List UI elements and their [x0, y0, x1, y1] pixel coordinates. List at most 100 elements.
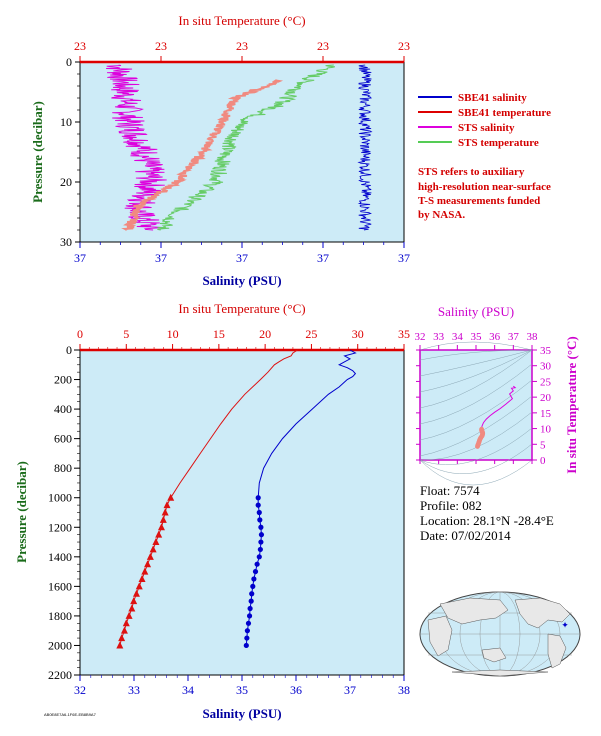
- ts-density-contour: [419, 395, 533, 457]
- ts-sal-tick-label: 36: [489, 331, 501, 343]
- main-temp-tick-label: 30: [352, 327, 364, 341]
- salinity-marker: [251, 576, 257, 582]
- temperature-marker: [132, 589, 140, 597]
- temperature-marker: [122, 619, 130, 627]
- salinity-marker: [256, 554, 262, 560]
- main-plot-area: [79, 349, 405, 676]
- salinity-marker: [243, 642, 249, 649]
- temperature-marker: [116, 641, 124, 649]
- ts-density-contour: [419, 349, 533, 409]
- main-pressure-tick-label: 2200: [48, 668, 72, 682]
- salinity-marker: [250, 583, 256, 589]
- main-pressure-tick-label: 600: [54, 432, 72, 446]
- main-pressure-tick-label: 0: [66, 343, 72, 357]
- top-sal-tick-label: 37: [155, 251, 167, 265]
- float-info: Float: 7574 Profile: 082 Location: 28.1°…: [420, 483, 554, 543]
- map-eurasia: [439, 597, 509, 625]
- temperature-marker: [135, 582, 143, 590]
- main-sal-tick-label: 35: [236, 683, 248, 697]
- temperature-marker: [120, 626, 128, 634]
- temperature-marker: [130, 597, 138, 605]
- main-sal-tick-label: 33: [128, 683, 140, 697]
- main-pressure-tick-label: 1800: [48, 609, 72, 623]
- main-temp-tick-label: 20: [259, 327, 271, 341]
- main-bottom-axis-label: Salinity (PSU): [202, 706, 281, 721]
- top-panel-y-axis-label: Pressure (decibar): [30, 101, 45, 203]
- top-temp-tick-label: 23: [236, 39, 248, 53]
- main-pressure-tick-label: 1000: [48, 491, 72, 505]
- top-panel-ticks: 23 23 23 23 23 37 37 37 37 37 0 10 20 30: [60, 39, 410, 265]
- salinity-marker: [254, 561, 260, 567]
- top-sal-tick-label: 37: [398, 251, 410, 265]
- map-australia: [481, 647, 507, 663]
- ts-density-contour: [419, 341, 533, 351]
- top-pressure-tick-label: 20: [60, 175, 72, 189]
- main-pressure-tick-label: 400: [54, 402, 72, 416]
- salinity-marker: [257, 517, 263, 523]
- top-temp-tick-label: 23: [317, 39, 329, 53]
- sts-note-line-3: T-S measurements funded: [418, 195, 540, 207]
- ts-density-contour: [419, 411, 533, 461]
- ts-diagram: Salinity (PSU) In situ Temperature (°C) …: [415, 304, 579, 486]
- date: Date: 07/02/2014: [420, 528, 511, 543]
- ts-density-contour: [419, 443, 533, 474]
- salinity-marker: [255, 502, 261, 508]
- temperature-marker: [146, 552, 154, 560]
- location: Location: 28.1°N -28.4°E: [420, 513, 554, 528]
- ts-temp-tick-label: 25: [540, 376, 552, 388]
- profile-number: Profile: 082: [420, 498, 482, 513]
- top-pressure-tick-label: 0: [66, 55, 72, 69]
- top-sal-tick-label: 37: [74, 251, 86, 265]
- ts-density-contour: [419, 459, 533, 486]
- sts-note-line-4: by NASA.: [418, 209, 465, 221]
- ts-sal-tick-label: 32: [415, 331, 426, 343]
- ts-temp-tick-label: 35: [540, 345, 552, 357]
- float-id: Float: 7574: [420, 483, 480, 498]
- salinity-marker: [256, 509, 262, 516]
- sbe41-salinity-line: [357, 64, 373, 231]
- map-antarctica: [451, 669, 549, 677]
- top-temp-tick-label: 23: [74, 39, 86, 53]
- main-panel: In situ Temperature (°C) Salinity (PSU) …: [14, 301, 410, 721]
- main-pressure-tick-label: 200: [54, 373, 72, 387]
- salinity-marker: [245, 620, 252, 626]
- ts-sal-tick-label: 38: [527, 331, 539, 343]
- ts-deep-marker: [475, 444, 480, 449]
- ts-sal-tick-label: 33: [433, 331, 445, 343]
- salinity-profile-line: [245, 349, 357, 646]
- main-pressure-tick-label: 1400: [48, 550, 72, 564]
- legend-label: SBE41 salinity: [458, 92, 527, 104]
- salinity-marker: [252, 568, 259, 575]
- map-south-america: [547, 633, 567, 669]
- main-sal-tick-label: 38: [398, 683, 410, 697]
- top-temp-tick-label: 23: [155, 39, 167, 53]
- top-panel-legend: SBE41 salinity SBE41 temperature STS salin…: [418, 92, 551, 149]
- ts-sal-tick-label: 37: [508, 331, 520, 343]
- salinity-marker: [257, 546, 263, 553]
- map-africa: [427, 615, 453, 657]
- top-panel: In situ Temperature (°C) Salinity (PSU) …: [30, 13, 551, 288]
- salinity-marker: [247, 605, 253, 612]
- float-location-marker: ✦: [561, 620, 569, 630]
- main-temp-tick-label: 25: [305, 327, 317, 341]
- main-pressure-tick-label: 800: [54, 461, 72, 475]
- legend-label: SBE41 temperature: [458, 107, 551, 119]
- temperature-marker: [161, 508, 169, 516]
- main-sal-tick-label: 34: [182, 683, 194, 697]
- temperature-marker: [125, 611, 133, 619]
- ts-temp-tick-label: 10: [540, 424, 552, 436]
- salinity-marker: [258, 524, 264, 530]
- top-panel-series: [106, 64, 373, 231]
- map-continents: [427, 597, 571, 677]
- salinity-marker: [258, 539, 264, 545]
- salinity-marker: [244, 628, 250, 634]
- world-map: ✦: [419, 591, 581, 677]
- top-panel-bottom-axis-label: Salinity (PSU): [202, 273, 281, 288]
- ts-temp-tick-label: 20: [540, 392, 552, 404]
- ts-density-contours: [419, 341, 533, 486]
- ts-ticks: 32 33 34 35 36 37 38 0 5 10 15 20 25 30 35: [415, 331, 552, 467]
- ts-right-axis-label: In situ Temperature (°C): [564, 336, 579, 474]
- main-temp-tick-label: 0: [77, 327, 83, 341]
- sts-note: STS refers to auxiliary high-resolution …: [418, 166, 551, 221]
